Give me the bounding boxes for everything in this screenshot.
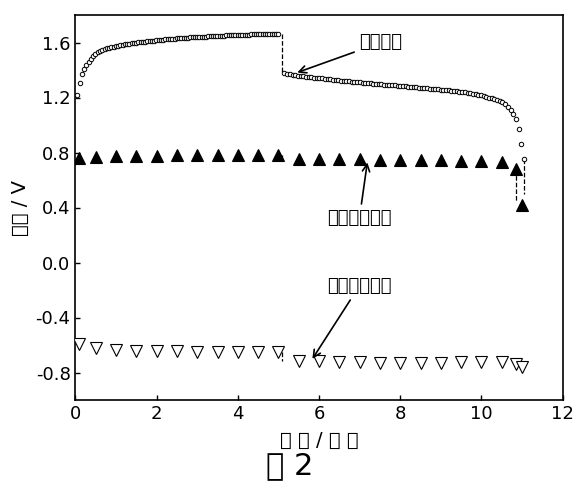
Text: 图 2: 图 2: [266, 451, 314, 480]
X-axis label: 时 间 / 小 时: 时 间 / 小 时: [280, 431, 358, 450]
Text: 电池电压: 电池电压: [299, 34, 403, 73]
Y-axis label: 电压 / V: 电压 / V: [11, 180, 30, 236]
Text: 正极电极电位: 正极电极电位: [327, 164, 392, 228]
Text: 负极电极电位: 负极电极电位: [313, 277, 392, 357]
